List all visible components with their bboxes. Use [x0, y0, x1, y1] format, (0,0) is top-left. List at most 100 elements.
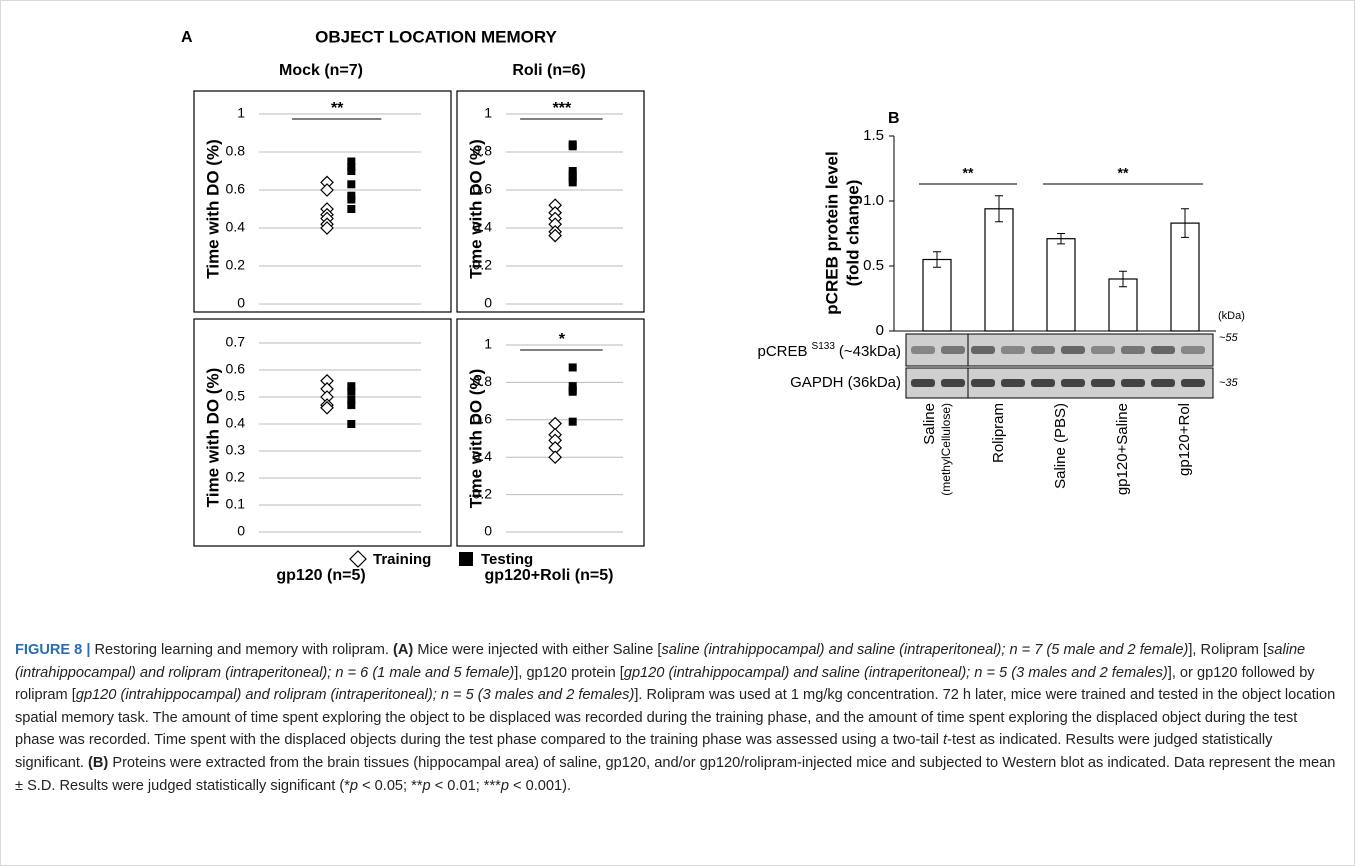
- caption: FIGURE 8 | Restoring learning and memory…: [15, 639, 1340, 797]
- y-tick-label: 0.4: [473, 219, 493, 235]
- testing-point: [347, 167, 355, 175]
- blot-band: [1151, 346, 1175, 354]
- blot-band: [911, 379, 935, 387]
- training-point: [321, 184, 333, 196]
- y-tick-label: 1: [484, 105, 492, 121]
- y-axis-label: pCREB protein level: [822, 151, 841, 314]
- y-tick-label: 0: [237, 523, 245, 539]
- blot-band: [1181, 379, 1205, 387]
- y-tick-label: 0: [237, 295, 245, 311]
- y-tick-label: 1.5: [863, 127, 884, 144]
- y-tick-label: 0.2: [226, 469, 246, 485]
- caption-text: p: [423, 778, 431, 794]
- y-tick-label: 0.2: [473, 485, 493, 501]
- panel-label: A: [181, 29, 193, 46]
- y-tick-label: 0.4: [226, 219, 246, 235]
- testing-point: [347, 180, 355, 188]
- testing-point: [569, 178, 577, 186]
- chart-title: gp120 (n=5): [276, 567, 365, 584]
- caption-text: gp120 (intrahippocampal) and rolipram (i…: [76, 687, 635, 703]
- testing-point: [347, 420, 355, 428]
- x-tick-note: (methylCellulose): [939, 403, 953, 496]
- y-tick-label: 0: [484, 523, 492, 539]
- x-tick-label: Rolipram: [990, 403, 1007, 463]
- blot-band: [1121, 346, 1145, 354]
- caption-text: gp120 (intrahippocampal) and saline (int…: [624, 665, 1168, 681]
- panel-frame: [194, 91, 451, 312]
- panel-title: OBJECT LOCATION MEMORY: [315, 27, 557, 46]
- blot-band: [1061, 346, 1085, 354]
- caption-text: Restoring learning and memory with rolip…: [90, 642, 393, 658]
- x-tick-label: gp120+Rol: [1176, 403, 1193, 476]
- blot-band: [1121, 379, 1145, 387]
- blot-marker: ~55: [1219, 332, 1239, 344]
- bar: [923, 260, 951, 332]
- caption-text: Mice were injected with either Saline [: [413, 642, 661, 658]
- blot-label-part: pCREB: [758, 343, 808, 360]
- y-tick-label: 0.5: [226, 388, 246, 404]
- testing-point: [347, 401, 355, 409]
- caption-text: Proteins were extracted from the brain t…: [15, 755, 1335, 794]
- y-tick-label: 0.2: [473, 257, 493, 273]
- y-axis-label: Time with DO (%): [203, 139, 222, 278]
- significance-label: **: [331, 100, 344, 117]
- caption-text: < 0.05; **: [358, 778, 423, 794]
- blot-band: [1091, 346, 1115, 354]
- legend-label: Testing: [481, 551, 533, 568]
- caption-label: FIGURE 8 |: [15, 642, 90, 658]
- testing-point: [347, 196, 355, 204]
- y-tick-label: 0.8: [473, 373, 493, 389]
- caption-text: (B): [88, 755, 108, 771]
- testing-point: [569, 388, 577, 396]
- y-tick-label: 0.8: [226, 143, 246, 159]
- testing-point: [569, 142, 577, 150]
- blot-band: [1151, 379, 1175, 387]
- y-tick-label: 0.1: [226, 496, 246, 512]
- testing-point: [569, 418, 577, 426]
- blot-band: [941, 379, 965, 387]
- blot-label-part: (~43kDa): [839, 343, 901, 360]
- significance-label: **: [1118, 165, 1129, 181]
- bar: [1047, 239, 1075, 331]
- y-tick-label: 0.6: [473, 411, 493, 427]
- significance-label: **: [963, 165, 974, 181]
- x-tick-label: Saline: [921, 403, 938, 445]
- blot-label-part: S133: [812, 341, 836, 352]
- bar: [1171, 223, 1199, 331]
- y-tick-label: 0.7: [226, 334, 246, 350]
- y-tick-label: 0.5: [863, 257, 884, 274]
- caption-text: < 0.01; ***: [431, 778, 501, 794]
- y-tick-label: 0.3: [226, 442, 246, 458]
- blot-band: [971, 346, 995, 354]
- chart-title: gp120+Roli (n=5): [485, 567, 614, 584]
- y-tick-label: 1: [484, 336, 492, 352]
- blot-band: [911, 346, 935, 354]
- legend-marker: [350, 551, 366, 567]
- panel-frame: [194, 319, 451, 546]
- y-tick-label: 0: [876, 322, 884, 339]
- y-tick-label: 0.6: [473, 181, 493, 197]
- legend-marker: [459, 552, 473, 566]
- y-tick-label: 0.4: [226, 415, 246, 431]
- testing-point: [347, 388, 355, 396]
- significance-label: *: [559, 331, 566, 348]
- y-tick-label: 0.2: [226, 257, 246, 273]
- bar: [985, 209, 1013, 331]
- y-tick-label: 0.6: [226, 361, 246, 377]
- x-tick-label: Saline (PBS): [1052, 403, 1069, 489]
- blot-marker: ~35: [1219, 377, 1239, 389]
- y-axis-label: (fold change): [843, 180, 862, 287]
- caption-text: (A): [393, 642, 413, 658]
- blot-band: [1091, 379, 1115, 387]
- caption-text: < 0.001).: [509, 778, 571, 794]
- blot-label: pCREB S133(~43kDa): [758, 341, 902, 360]
- y-tick-label: 1.0: [863, 192, 884, 209]
- figure: A OBJECT LOCATION MEMORY B Mock (n=7)Tim…: [0, 0, 1355, 866]
- y-tick-label: 0: [484, 295, 492, 311]
- panel-label: B: [888, 110, 900, 127]
- chart-title: Roli (n=6): [512, 62, 585, 79]
- training-point: [549, 451, 561, 463]
- testing-point: [347, 205, 355, 213]
- x-tick-label: gp120+Saline: [1114, 403, 1131, 495]
- legend-label: Training: [373, 551, 431, 568]
